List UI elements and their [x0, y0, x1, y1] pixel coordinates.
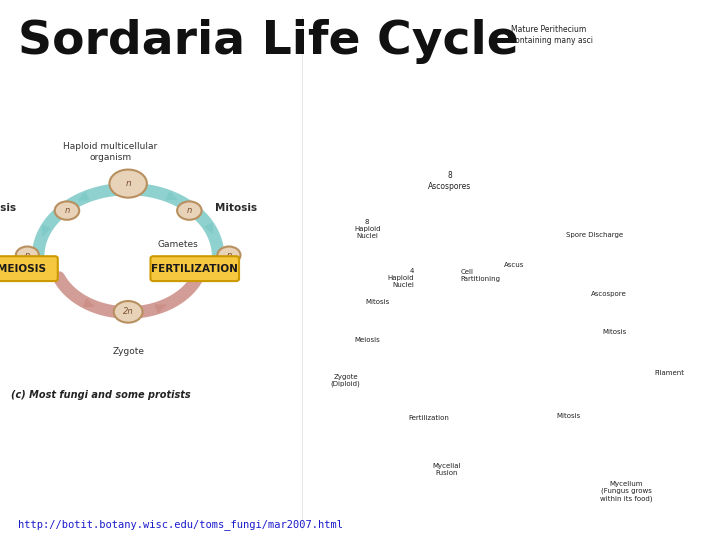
Text: Zygote
(Diploid): Zygote (Diploid) [330, 374, 361, 388]
Text: Mycelial
Fusion: Mycelial Fusion [432, 463, 461, 476]
Text: Zygote: Zygote [112, 347, 144, 355]
Text: Cell
Partitioning: Cell Partitioning [461, 269, 501, 282]
Text: Mature Perithecium
containing many asci: Mature Perithecium containing many asci [511, 25, 593, 45]
Circle shape [16, 246, 39, 264]
Text: Mitosis: Mitosis [0, 203, 16, 213]
Text: Sordaria Life Cycle: Sordaria Life Cycle [18, 19, 518, 64]
Circle shape [114, 301, 143, 322]
Text: (c) Most fungi and some protists: (c) Most fungi and some protists [12, 390, 191, 400]
FancyBboxPatch shape [0, 256, 58, 281]
Text: Mitosis: Mitosis [215, 203, 257, 213]
Text: Ascospore: Ascospore [590, 291, 626, 298]
Text: Spore Discharge: Spore Discharge [566, 232, 623, 238]
Text: n: n [24, 251, 30, 260]
Text: FERTILIZATION: FERTILIZATION [151, 264, 238, 274]
Text: Filament: Filament [654, 369, 684, 376]
Text: http://botit.botany.wisc.edu/toms_fungi/mar2007.html: http://botit.botany.wisc.edu/toms_fungi/… [18, 519, 343, 530]
Text: Gametes: Gametes [157, 240, 198, 249]
Circle shape [217, 246, 240, 264]
Text: 2n: 2n [123, 307, 133, 316]
Text: n: n [226, 251, 232, 260]
Text: Mycelium
(Fungus grows
within its food): Mycelium (Fungus grows within its food) [600, 481, 652, 502]
Circle shape [109, 170, 147, 198]
Text: Haploid multicellular
organism: Haploid multicellular organism [63, 142, 157, 161]
Text: Meiosis: Meiosis [354, 337, 380, 343]
Text: 4
Haploid
Nuclei: 4 Haploid Nuclei [387, 268, 414, 288]
Text: Mitosis: Mitosis [557, 413, 581, 419]
Text: Fertilization: Fertilization [408, 415, 449, 422]
Text: n: n [64, 206, 70, 215]
Text: Mitosis: Mitosis [602, 329, 626, 335]
Text: 8
Ascospores: 8 Ascospores [428, 171, 472, 191]
Text: n: n [186, 206, 192, 215]
Text: 8
Haploid
Nuclei: 8 Haploid Nuclei [354, 219, 380, 240]
Circle shape [55, 201, 79, 220]
Circle shape [177, 201, 202, 220]
Text: n: n [125, 179, 131, 188]
Text: Mitosis: Mitosis [366, 299, 390, 306]
FancyBboxPatch shape [150, 256, 239, 281]
Text: MEIOSIS: MEIOSIS [0, 264, 46, 274]
Text: Ascus: Ascus [504, 261, 524, 268]
